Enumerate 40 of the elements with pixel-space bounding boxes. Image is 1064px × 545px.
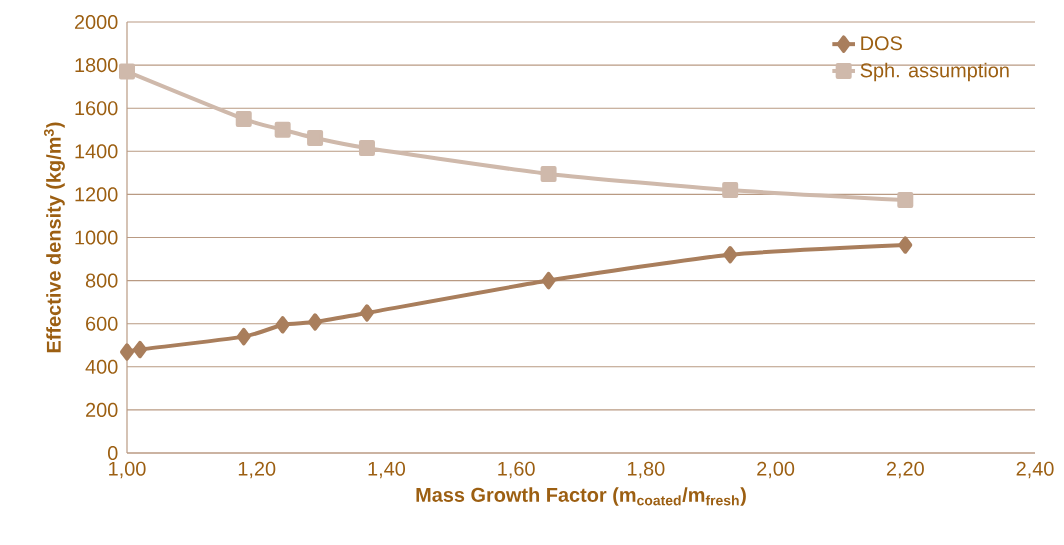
point <box>358 140 375 157</box>
legend-label: DOS <box>861 36 902 51</box>
point <box>897 192 914 208</box>
x-tick-label: 1,20 <box>238 461 276 479</box>
y-tick-label: 1800 <box>75 58 118 73</box>
x-tick-label: 2,20 <box>886 461 924 479</box>
y-tick-label: 800 <box>85 273 118 288</box>
x-tick-label: 1,40 <box>368 461 406 479</box>
point <box>235 110 252 127</box>
x-axis-title: Mass Growth Factor (m$_{coated}$/m$_{fresh}$) <box>416 487 746 506</box>
x-tick-label: 1,80 <box>627 461 665 479</box>
point <box>274 121 291 138</box>
point <box>236 327 251 346</box>
point <box>132 340 147 359</box>
x-tick-label: 2,40 <box>1016 461 1054 479</box>
point <box>898 236 913 254</box>
x-tick-label: 1,00 <box>109 461 146 479</box>
y-tick-label: 2000 <box>74 14 118 30</box>
point <box>541 271 556 290</box>
point <box>120 343 134 361</box>
point <box>275 316 290 334</box>
point <box>359 304 374 322</box>
y-tick-label: 600 <box>86 316 118 331</box>
y-tick-label: 1000 <box>75 230 118 245</box>
y-tick-label: 200 <box>86 402 118 417</box>
legend-label: Sph. assumption <box>860 62 1009 82</box>
point <box>540 165 557 182</box>
point <box>119 63 135 80</box>
point <box>723 246 738 264</box>
y-tick-label: 1400 <box>75 144 118 159</box>
y-tick-label: 400 <box>85 359 118 374</box>
point <box>307 129 324 146</box>
y-tick-label: 1200 <box>75 187 118 202</box>
y-tick-label: 0 <box>108 445 118 461</box>
point <box>722 182 739 199</box>
y-tick-label: 1600 <box>75 101 118 116</box>
y-axis-title: Effective density (kg/m$^{3}$) <box>43 122 65 353</box>
x-tick-label: 2,00 <box>757 461 795 479</box>
x-tick-label: 1,60 <box>498 461 535 479</box>
point <box>308 313 323 331</box>
